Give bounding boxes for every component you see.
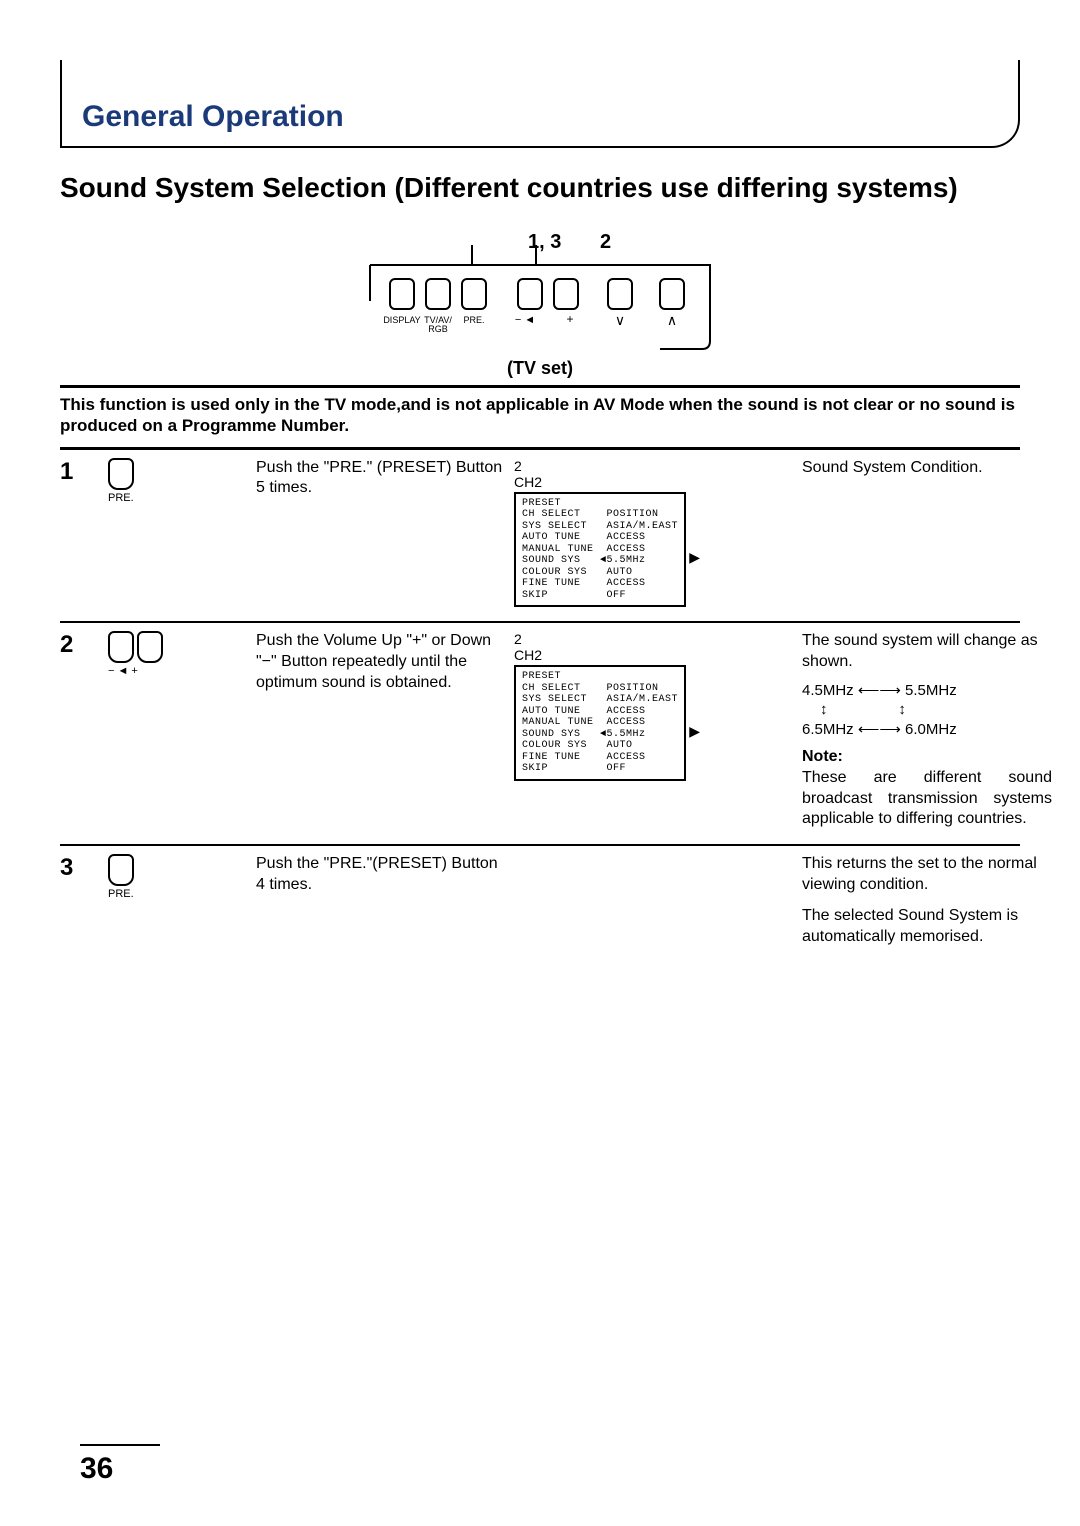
svg-text:∧: ∧ [667,312,677,328]
step-number: 3 [60,854,100,947]
result-intro: The sound system will change as shown. [802,631,1052,673]
preset-button-icon [108,854,134,886]
step-number: 2 [60,631,100,830]
step-result: This returns the set to the normal viewi… [802,854,1052,947]
preset-label: PRE. [108,888,248,900]
freq-tr: 5.5MHz [905,682,957,699]
svg-text:PRE.: PRE. [463,315,484,325]
step-result: Sound System Condition. [802,458,1052,608]
preset-button-icon [108,458,134,490]
step-row-1: 1 PRE. Push the "PRE." (PRESET) Button 5… [60,447,1020,622]
diagram-step-numbers: 1, 3 2 [60,214,1020,237]
step-icon: PRE. [108,854,248,947]
step-row-3: 3 PRE. Push the "PRE."(PRESET) Button 4 … [60,844,1020,961]
osd-header: 2 CH2 [514,458,794,490]
tvset-label: (TV set) [60,358,1020,379]
result-2: The selected Sound System is automatical… [802,906,1052,948]
frequency-diagram: 4.5MHz ⟵⟶ 5.5MHz ↕ ↕ 6.5MHz ⟵⟶ 6.0MHz [802,681,1052,740]
step-number: 1 [60,458,100,608]
result-1: This returns the set to the normal viewi… [802,854,1052,896]
remote-outline-icon: DISPLAY TV/AV/ RGB PRE. − ◄ + ∨ ∧ [360,241,720,351]
vol-down-button-icon [108,631,134,663]
svg-text:∨: ∨ [615,312,625,328]
step-instruction: Push the "PRE." (PRESET) Button 5 times. [256,458,506,608]
note-text: These are different sound broadcast tran… [802,768,1052,830]
note-heading: Note: [802,747,1052,768]
osd-display: 2 CH2 PRESET CH SELECT POSITION SYS SELE… [514,458,794,608]
svg-text:RGB: RGB [428,324,448,334]
freq-br: 6.0MHz [905,721,957,738]
freq-bl: 6.5MHz [802,721,854,738]
svg-text:+: + [566,312,573,326]
preset-label: PRE. [108,492,248,504]
divider [60,385,1020,388]
arrow-right-icon: ▶ [689,723,700,740]
step-instruction: Push the Volume Up "+" or Down "−" Butto… [256,631,506,830]
remote-diagram: 1, 3 2 DISPLAY TV/AV/ RGB PRE. − ◄ + ∨ ∧… [60,214,1020,379]
page-number: 36 [80,1444,160,1486]
volume-label: − ◄ + [108,665,248,677]
svg-text:− ◄: − ◄ [515,314,535,326]
page-title: Sound System Selection (Different countr… [60,172,1020,204]
osd-display: 2 CH2 PRESET CH SELECT POSITION SYS SELE… [514,631,794,830]
osd-header: 2 CH2 [514,631,794,663]
step-result: The sound system will change as shown. 4… [802,631,1052,830]
osd-menu: PRESET CH SELECT POSITION SYS SELECT ASI… [514,665,686,781]
svg-text:DISPLAY: DISPLAY [383,315,420,325]
vol-up-button-icon [137,631,163,663]
section-title: General Operation [82,100,998,134]
intro-text: This function is used only in the TV mod… [60,394,1020,437]
section-header: General Operation [60,60,1020,148]
osd-menu: PRESET CH SELECT POSITION SYS SELECT ASI… [514,492,686,608]
arrow-right-icon: ▶ [689,549,700,566]
step-instruction: Push the "PRE."(PRESET) Button 4 times. [256,854,506,947]
freq-tl: 4.5MHz [802,682,854,699]
step-icon: PRE. [108,458,248,608]
step-icon: − ◄ + [108,631,248,830]
step-row-2: 2 − ◄ + Push the Volume Up "+" or Down "… [60,621,1020,844]
